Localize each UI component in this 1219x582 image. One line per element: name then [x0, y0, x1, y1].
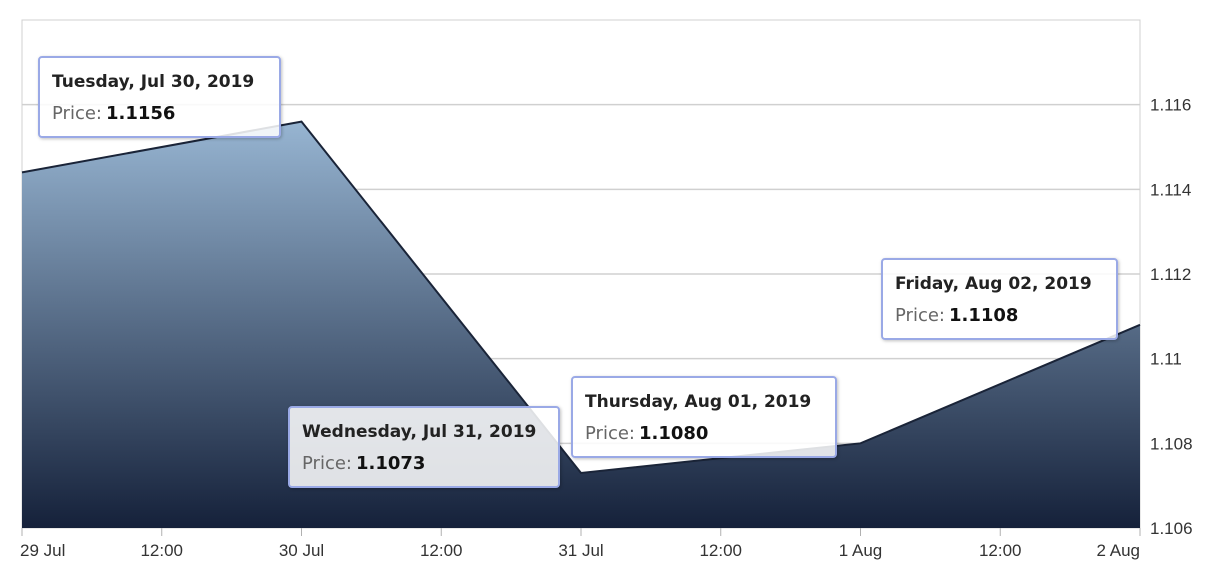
x-tick-label: 31 Jul	[558, 541, 603, 560]
tooltip-price-value: 1.1108	[948, 305, 1019, 326]
tooltip-jul-31: Wednesday, Jul 31, 2019 Price: 1.1073	[288, 406, 560, 488]
x-tick-label: 1 Aug	[839, 541, 883, 560]
x-tick-label: 12:00	[420, 541, 463, 560]
y-tick-label: 1.114	[1150, 180, 1191, 199]
x-tick-label: 30 Jul	[279, 541, 324, 560]
tooltip-date: Wednesday, Jul 31, 2019	[302, 422, 537, 442]
y-tick-label: 1.116	[1150, 96, 1191, 115]
tooltip-price-value: 1.1080	[638, 423, 709, 444]
tooltip-aug-01: Thursday, Aug 01, 2019 Price: 1.1080	[571, 376, 837, 458]
tooltip-date: Friday, Aug 02, 2019	[895, 274, 1092, 294]
y-tick-label: 1.106	[1150, 519, 1193, 538]
x-tick-label: 2 Aug	[1097, 541, 1141, 560]
y-tick-label: 1.108	[1150, 434, 1193, 453]
tooltip-price-label: Price:	[302, 453, 352, 474]
tooltip-price-label: Price:	[895, 305, 945, 326]
tooltip-price-value: 1.1156	[105, 103, 176, 124]
tooltip-date: Tuesday, Jul 30, 2019	[52, 72, 255, 92]
tooltip-aug-02: Friday, Aug 02, 2019 Price: 1.1108	[881, 258, 1118, 340]
x-tick-label: 29 Jul	[20, 541, 65, 560]
tooltip-date: Thursday, Aug 01, 2019	[585, 392, 812, 412]
x-tick-label: 12:00	[699, 541, 742, 560]
tooltip-price-value: 1.1073	[355, 453, 426, 474]
y-tick-label: 1.112	[1150, 265, 1191, 284]
tooltip-jul-30: Tuesday, Jul 30, 2019 Price: 1.1156	[38, 56, 281, 138]
y-tick-label: 1.11	[1150, 350, 1182, 369]
tooltip-price-label: Price:	[585, 423, 635, 444]
x-tick-label: 12:00	[979, 541, 1022, 560]
tooltip-price-label: Price:	[52, 103, 102, 124]
x-tick-label: 12:00	[140, 541, 183, 560]
